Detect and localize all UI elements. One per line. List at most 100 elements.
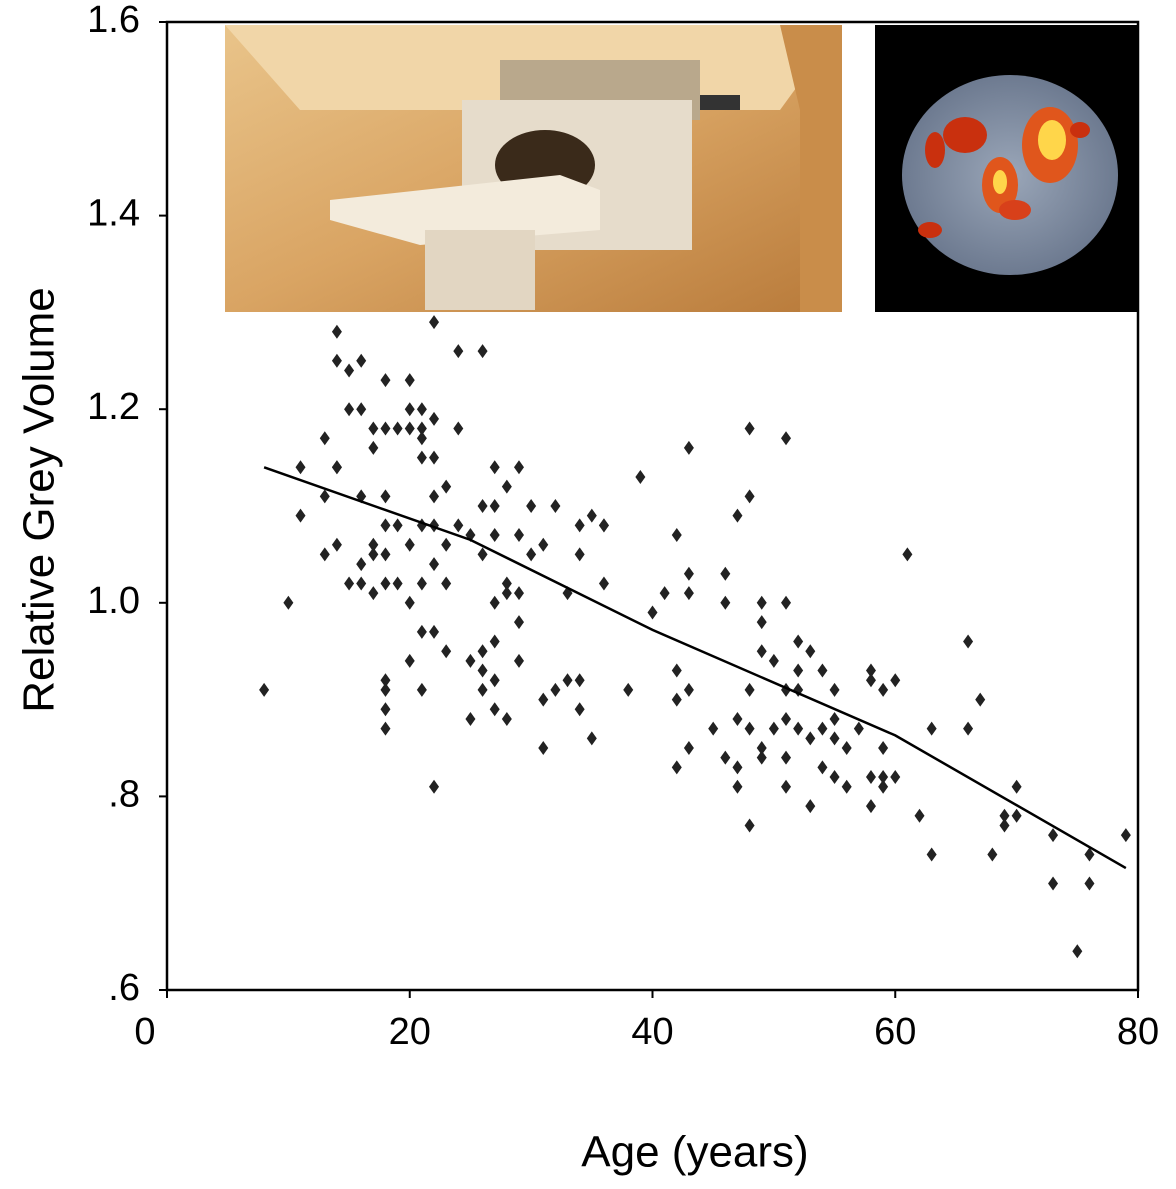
- data-point: [914, 808, 925, 823]
- data-point: [489, 595, 500, 610]
- data-point: [453, 421, 464, 436]
- data-point: [781, 595, 792, 610]
- data-point: [683, 566, 694, 581]
- data-point: [647, 605, 658, 620]
- data-point: [416, 431, 427, 446]
- data-point: [574, 673, 585, 688]
- data-point: [586, 731, 597, 746]
- data-point: [732, 711, 743, 726]
- data-point: [987, 847, 998, 862]
- x-tick-label: 20: [389, 1011, 431, 1053]
- data-point: [429, 450, 440, 465]
- data-point: [1011, 779, 1022, 794]
- data-point: [878, 741, 889, 755]
- data-point: [999, 818, 1010, 833]
- data-point: [781, 431, 792, 446]
- data-point: [720, 595, 731, 610]
- data-point: [683, 682, 694, 697]
- data-point: [829, 682, 840, 697]
- data-point: [768, 653, 779, 668]
- data-point: [781, 711, 792, 726]
- data-point: [865, 673, 876, 688]
- data-point: [489, 460, 500, 475]
- data-point: [732, 779, 743, 794]
- data-point: [744, 721, 755, 736]
- data-point: [671, 528, 682, 543]
- data-point: [404, 595, 415, 610]
- data-point: [708, 721, 719, 736]
- data-point: [429, 315, 440, 330]
- data-point: [404, 537, 415, 552]
- data-point: [501, 711, 512, 726]
- data-point: [368, 440, 379, 455]
- data-point: [756, 741, 767, 755]
- data-point: [550, 682, 561, 697]
- data-point: [671, 692, 682, 707]
- data-point: [441, 576, 452, 591]
- data-point: [853, 721, 864, 736]
- data-point: [865, 770, 876, 785]
- data-point: [477, 644, 488, 659]
- data-point: [477, 499, 488, 513]
- data-point: [416, 450, 427, 465]
- data-point: [756, 750, 767, 765]
- data-point: [1084, 876, 1095, 891]
- data-point: [562, 673, 573, 688]
- y-tick-label: 1.2: [87, 386, 140, 428]
- data-point: [975, 692, 986, 707]
- data-point: [331, 537, 342, 552]
- data-point: [380, 547, 391, 562]
- data-point: [817, 760, 828, 775]
- data-point: [295, 508, 306, 523]
- data-point: [841, 741, 852, 755]
- data-point: [392, 518, 403, 533]
- data-point: [574, 547, 585, 562]
- data-point: [441, 537, 452, 552]
- data-point: [477, 344, 488, 359]
- data-point: [538, 537, 549, 552]
- y-tick-label: .6: [108, 967, 140, 1009]
- data-point: [331, 353, 342, 368]
- data-point: [574, 518, 585, 533]
- data-point: [720, 566, 731, 581]
- data-point: [683, 741, 694, 755]
- data-point: [683, 440, 694, 455]
- data-point: [1011, 808, 1022, 823]
- data-point: [331, 460, 342, 475]
- data-point: [513, 586, 524, 601]
- data-point: [404, 373, 415, 388]
- data-point: [465, 653, 476, 668]
- data-point: [781, 750, 792, 765]
- data-point: [501, 479, 512, 494]
- data-point: [671, 663, 682, 678]
- data-point: [429, 779, 440, 794]
- data-point: [756, 644, 767, 659]
- data-point: [635, 469, 646, 484]
- data-point: [878, 779, 889, 794]
- data-point: [356, 353, 367, 368]
- data-point: [756, 595, 767, 610]
- data-point: [878, 682, 889, 697]
- data-point: [356, 557, 367, 572]
- data-point: [683, 586, 694, 601]
- data-point: [865, 663, 876, 678]
- data-point: [392, 576, 403, 591]
- data-point: [513, 653, 524, 668]
- data-point: [368, 547, 379, 562]
- data-point: [416, 682, 427, 697]
- data-point: [829, 711, 840, 726]
- data-point: [1072, 944, 1083, 959]
- data-point: [793, 663, 804, 678]
- data-point: [453, 344, 464, 359]
- data-point: [963, 634, 974, 649]
- data-point: [744, 682, 755, 697]
- data-point: [489, 499, 500, 513]
- data-point: [744, 421, 755, 436]
- data-point: [380, 576, 391, 591]
- data-point: [429, 557, 440, 572]
- data-point: [356, 402, 367, 417]
- data-point: [829, 731, 840, 746]
- x-tick-label: 40: [631, 1011, 673, 1053]
- data-point: [999, 808, 1010, 823]
